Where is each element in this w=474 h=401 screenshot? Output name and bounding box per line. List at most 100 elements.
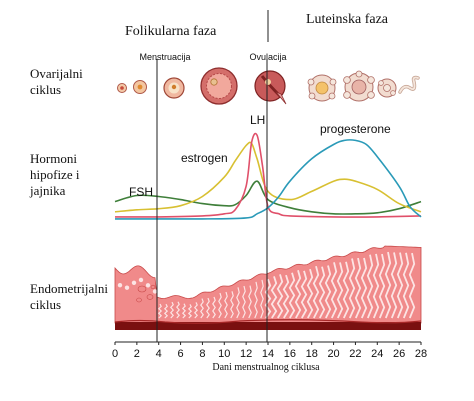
- day-tick-label: 14: [262, 348, 274, 360]
- endometrial-gland: [212, 296, 216, 319]
- hormone-series-layer: [114, 132, 422, 220]
- day-tick-label: 6: [178, 348, 184, 360]
- progesterone-label: progesterone: [320, 122, 391, 136]
- day-tick-label: 22: [349, 348, 361, 360]
- menstrual-tissue-spot: [152, 289, 158, 294]
- day-axis-title: Dani menstrualnog ciklusa: [212, 362, 320, 373]
- mature-corpus-luteum: [343, 70, 375, 102]
- endometrial-gland: [260, 279, 264, 319]
- endometrial-gland: [384, 251, 392, 319]
- endometrial-gland: [254, 281, 258, 319]
- endometrial-gland: [282, 274, 290, 319]
- day-axis: 0 2 4 6 8 10 12 14 16 18 20 22 24 26 28 Dani menstrual…: [112, 341, 427, 373]
- endometrial-basal-layer: [115, 322, 421, 330]
- endometrial-glands: [117, 251, 416, 319]
- regressing-corpus-luteum: [377, 78, 397, 98]
- menstrual-tissue-spot: [117, 283, 123, 288]
- endometrial-gland: [157, 303, 163, 319]
- day-tick-label: 12: [240, 348, 252, 360]
- endometrial-gland: [224, 291, 228, 319]
- svg-text:Ovarijalni: Ovarijalni: [30, 66, 83, 81]
- day-tick-label: 28: [415, 348, 427, 360]
- endometrial-gland: [187, 304, 193, 319]
- endometrial-gland: [270, 276, 278, 319]
- endometrial-gland: [378, 253, 386, 319]
- lh-curve: [114, 132, 422, 218]
- endometrial-gland: [163, 303, 169, 319]
- svg-text:Hormoni: Hormoni: [30, 151, 77, 166]
- endometrial-gland: [288, 272, 296, 319]
- row-label-ovarian: Ovarijalni ciklus: [30, 66, 83, 97]
- luteal-phase-label: Luteinska faza: [306, 12, 389, 27]
- endometrial-basal-highlight: [114, 319, 422, 324]
- antral-follicle: [200, 67, 238, 105]
- ovarian-follicle-sequence: [117, 67, 420, 105]
- svg-text:Endometrijalni: Endometrijalni: [30, 281, 108, 296]
- follicular-phase-label: Folikularna faza: [125, 24, 217, 39]
- endometrial-gland: [390, 252, 398, 319]
- day-tick-label: 20: [327, 348, 339, 360]
- endometrial-gland: [248, 285, 252, 319]
- lh-label: LH: [250, 113, 265, 127]
- day-tick-label: 4: [156, 348, 162, 360]
- menstrual-tissue-spot: [131, 280, 137, 285]
- primary-follicle: [133, 80, 147, 94]
- svg-text:ciklus: ciklus: [30, 82, 61, 97]
- menstrual-tissue-spot: [138, 277, 144, 283]
- endometrial-gland: [324, 265, 332, 319]
- endometrial-lining: [114, 245, 422, 324]
- row-label-endometrial: Endometrijalni ciklus: [30, 281, 108, 312]
- endometrial-gland: [336, 262, 344, 319]
- endometrial-gland: [402, 252, 410, 319]
- endometrial-gland: [360, 257, 368, 319]
- corpus-luteum: [307, 74, 337, 102]
- fsh-curve: [114, 180, 422, 215]
- endometrial-gland: [318, 266, 326, 319]
- day-tick-label: 18: [306, 348, 318, 360]
- endometrial-gland: [408, 252, 416, 319]
- day-tick-label: 26: [393, 348, 405, 360]
- endometrial-gland: [175, 301, 181, 319]
- secondary-follicle: [163, 77, 185, 99]
- day-tick-label: 2: [134, 348, 140, 360]
- corpus-albicans: [398, 75, 420, 94]
- endometrial-gland: [348, 258, 356, 319]
- estrogen-label: estrogen: [181, 151, 228, 165]
- endometrial-gland: [218, 292, 222, 319]
- menstrual-tissue-spot: [145, 283, 151, 288]
- ovulation-label: Ovulacija: [249, 52, 286, 62]
- day-tick-label: 8: [199, 348, 205, 360]
- endometrial-gland: [230, 291, 234, 319]
- day-tick-label: 24: [371, 348, 383, 360]
- row-label-hormones: Hormoni hipofize i jajnika: [29, 151, 80, 198]
- endometrial-gland: [294, 270, 302, 319]
- endometrial-gland: [372, 253, 380, 319]
- endometrial-gland: [169, 301, 175, 319]
- day-tick-label: 16: [284, 348, 296, 360]
- day-tick-label: 10: [218, 348, 230, 360]
- primordial-follicle: [117, 83, 127, 93]
- day-tick-label: 0: [112, 348, 118, 360]
- endometrial-gland: [312, 265, 320, 319]
- endometrial-gland: [264, 278, 272, 319]
- fsh-label: FSH: [129, 185, 153, 199]
- shed-fragments: [136, 284, 156, 303]
- endometrial-gland: [354, 257, 362, 319]
- endometrial-gland: [236, 287, 240, 319]
- progesterone-curve: [114, 139, 422, 220]
- endometrial-gland: [396, 252, 404, 319]
- svg-text:hipofize i: hipofize i: [30, 167, 80, 182]
- endometrial-gland: [366, 254, 374, 319]
- endometrial-gland: [276, 274, 284, 319]
- menstrual-tissue-spot: [124, 285, 130, 290]
- hormone-chart: FSH estrogen LH progesterone: [114, 113, 422, 220]
- svg-text:ciklus: ciklus: [30, 297, 61, 312]
- svg-text:jajnika: jajnika: [29, 183, 66, 198]
- endometrial-gland: [300, 270, 308, 319]
- endometrial-gland: [330, 262, 338, 319]
- endometrial-gland: [306, 268, 314, 319]
- menstruation-label: Menstruacija: [139, 52, 190, 62]
- ovulating-follicle: [254, 70, 287, 105]
- endometrial-gland: [193, 302, 199, 319]
